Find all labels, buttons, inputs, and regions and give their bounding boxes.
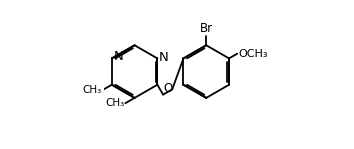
Text: CH₃: CH₃ — [105, 98, 124, 108]
Text: N: N — [114, 51, 124, 63]
Text: O: O — [163, 82, 172, 95]
Text: OCH₃: OCH₃ — [238, 49, 268, 59]
Text: N: N — [159, 51, 169, 64]
Text: CH₃: CH₃ — [83, 85, 102, 95]
Text: Br: Br — [200, 22, 213, 35]
